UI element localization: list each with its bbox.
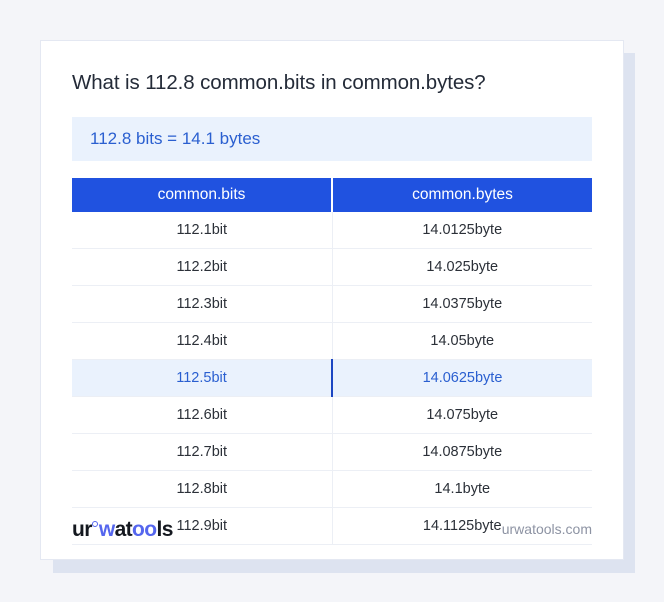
cell-bytes: 14.0625byte: [332, 359, 592, 397]
table-body: 112.1bit 14.0125byte 112.2bit 14.025byte 112…: [72, 212, 592, 545]
cell-bytes: 14.0125byte: [332, 212, 592, 249]
logo-text-part-2: w: [98, 517, 115, 541]
table-row[interactable]: 112.2bit 14.025byte: [72, 248, 592, 286]
card-footer: ur w at oo ls urwatools.com: [72, 515, 592, 543]
conversion-table: common.bits common.bytes 112.1bit 14.0125…: [72, 178, 592, 545]
site-url-label: urwatools.com: [501, 521, 592, 537]
logo-text-part-5: ls: [156, 517, 174, 541]
cell-bytes: 14.1byte: [332, 470, 592, 508]
conversion-card: What is 112.8 common.bits in common.byte…: [40, 40, 624, 560]
column-header-bytes[interactable]: common.bytes: [332, 178, 592, 212]
table-row[interactable]: 112.5bit 14.0625byte: [72, 359, 592, 397]
table-row[interactable]: 112.6bit 14.075byte: [72, 396, 592, 434]
cell-bits: 112.1bit: [72, 212, 333, 249]
logo-text-part-4: oo: [132, 517, 157, 541]
cell-bytes: 14.0875byte: [332, 433, 592, 471]
cell-bits: 112.6bit: [72, 396, 333, 434]
cell-bits: 112.7bit: [72, 433, 333, 471]
logo-text-part-1: ur: [72, 517, 92, 541]
table-row[interactable]: 112.3bit 14.0375byte: [72, 285, 592, 323]
logo-dot-icon: [92, 520, 99, 527]
logo-text-part-3: at: [114, 517, 133, 541]
column-header-bits[interactable]: common.bits: [72, 178, 333, 212]
cell-bytes: 14.075byte: [332, 396, 592, 434]
cell-bytes: 14.025byte: [332, 248, 592, 286]
cell-bytes: 14.0375byte: [332, 285, 592, 323]
cell-bits: 112.4bit: [72, 322, 333, 360]
table-row[interactable]: 112.1bit 14.0125byte: [72, 212, 592, 249]
card-content: What is 112.8 common.bits in common.byte…: [41, 41, 623, 545]
table-header-row: common.bits common.bytes: [72, 178, 592, 212]
cell-bits: 112.5bit: [72, 359, 333, 397]
cell-bits: 112.3bit: [72, 285, 333, 323]
table-row[interactable]: 112.8bit 14.1byte: [72, 470, 592, 508]
cell-bits: 112.9bit: [72, 507, 333, 545]
table-row[interactable]: 112.9bit 14.1125byte: [72, 507, 592, 545]
conversion-result-banner: 112.8 bits = 14.1 bytes: [72, 117, 592, 161]
cell-bits: 112.2bit: [72, 248, 333, 286]
table-row[interactable]: 112.7bit 14.0875byte: [72, 433, 592, 471]
cell-bits: 112.8bit: [72, 470, 333, 508]
urwatools-logo[interactable]: ur w at oo ls: [72, 519, 173, 540]
page-title: What is 112.8 common.bits in common.byte…: [72, 71, 486, 94]
table-row[interactable]: 112.4bit 14.05byte: [72, 322, 592, 360]
cell-bytes: 14.05byte: [332, 322, 592, 360]
table-head: common.bits common.bytes: [72, 178, 592, 212]
cell-bytes: 14.1125byte: [332, 507, 592, 545]
